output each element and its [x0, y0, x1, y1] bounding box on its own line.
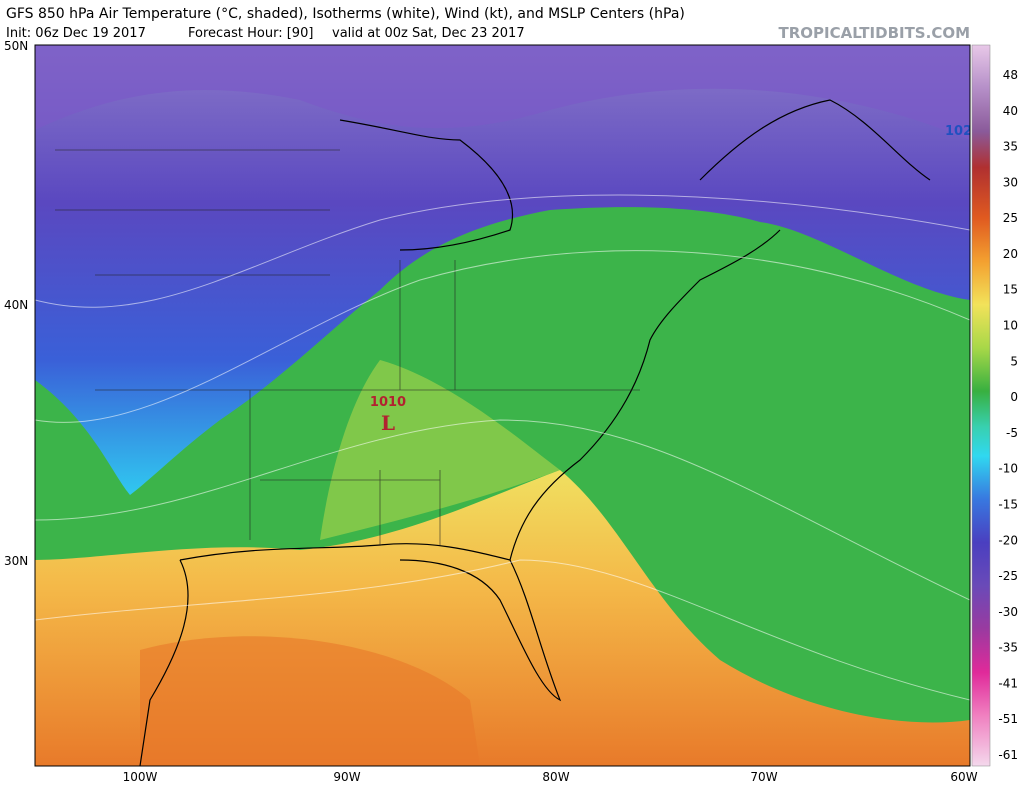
title: GFS 850 hPa Air Temperature (°C, shaded)… [6, 6, 685, 22]
forecast-hour: Forecast Hour: [90] [188, 26, 313, 41]
colorbar-label: 25 [1003, 211, 1018, 225]
colorbar [971, 44, 991, 767]
colorbar-label: 48 [1003, 68, 1018, 82]
lon-label: 80W [542, 770, 569, 784]
warmest-air [140, 636, 480, 766]
cold-air [35, 45, 970, 495]
colorbar-label: -20 [998, 533, 1018, 547]
lat-label: 40N [4, 298, 28, 312]
colorbar-label: -41 [998, 676, 1018, 690]
colorbar-label: 35 [1003, 140, 1018, 154]
valid-time: valid at 00z Sat, Dec 23 2017 [332, 26, 525, 41]
init: Init: 06z Dec 19 2017 [6, 26, 146, 41]
pressure-value: 1010 [370, 395, 406, 410]
colorbar-label: 15 [1003, 283, 1018, 297]
lon-label: 90W [333, 770, 360, 784]
colorbar-label: -30 [998, 605, 1018, 619]
colorbar-label: 20 [1003, 247, 1018, 261]
colorbar-label: -51 [998, 712, 1018, 726]
colorbar-label: -5 [1006, 426, 1018, 440]
colorbar-label: 5 [1010, 354, 1018, 368]
map: 1010 L 102 [35, 45, 972, 766]
source: TROPICALTIDBITS.COM [779, 24, 971, 42]
colorbar-label: 0 [1010, 390, 1018, 404]
colorbar-labels: 48 40 35 30 25 20 15 10 5 0 -5 -10 -15 -20 -25 -30 -35 -4… [998, 68, 1018, 762]
borders [55, 149, 640, 545]
colorbar-label: -61 [998, 748, 1018, 762]
coldest-air [35, 45, 970, 140]
colorbar-label: 40 [1003, 104, 1018, 118]
isotherms [35, 194, 970, 701]
lat-label: 30N [4, 554, 28, 568]
lon-label: 100W [123, 770, 158, 784]
colorbar-label: -25 [998, 569, 1018, 583]
pressure-value: 102 [945, 124, 972, 139]
lon-label: 70W [750, 770, 777, 784]
colorbar-label: -10 [998, 462, 1018, 476]
colorbar-label: 30 [1003, 175, 1018, 189]
colorbar-label: -15 [998, 497, 1018, 511]
low-symbol: L [381, 411, 395, 435]
colorbar-label: -35 [998, 641, 1018, 655]
colorbar-label: 10 [1003, 319, 1018, 333]
lon-label: 60W [950, 770, 977, 784]
lat-label: 50N [4, 39, 28, 53]
coastlines [139, 99, 931, 766]
map-frame [34, 44, 971, 767]
